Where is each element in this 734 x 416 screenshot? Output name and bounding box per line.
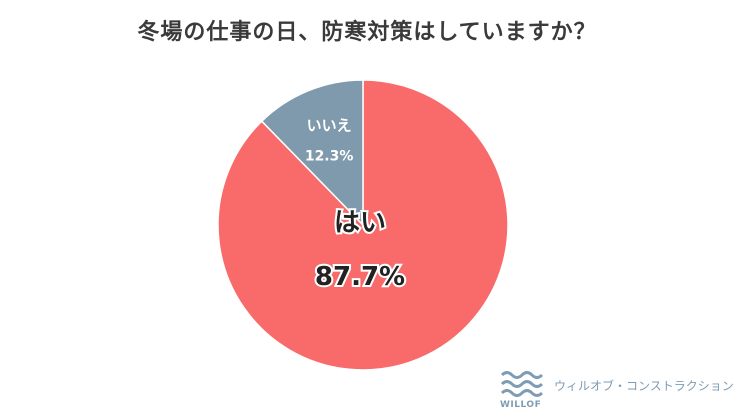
slice-label-no: いいえ — [307, 117, 352, 135]
slice-label-yes: はい — [334, 208, 386, 238]
company-name: ウィルオブ・コンストラクション — [554, 379, 734, 393]
chart-title: 冬場の仕事の日、防寒対策はしていますか？ — [137, 20, 597, 45]
slice-value-yes: 87.7% — [315, 262, 405, 292]
slice-value-no: 12.3% — [305, 149, 354, 165]
pie-slice-no — [260, 79, 364, 227]
company-logo: WILLOF ウィルオブ・コンストラクション — [500, 370, 734, 410]
wave-logo-icon: WILLOF — [500, 370, 544, 410]
logo-wordmark: WILLOF — [500, 400, 542, 410]
